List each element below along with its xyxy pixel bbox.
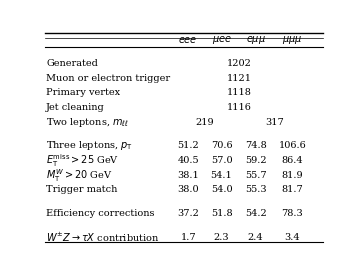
Text: 51.2: 51.2 (177, 141, 199, 150)
Text: 1202: 1202 (227, 59, 251, 68)
Text: 2.4: 2.4 (248, 233, 264, 242)
Text: 54.1: 54.1 (211, 171, 232, 180)
Text: 81.9: 81.9 (282, 171, 303, 180)
Text: 38.0: 38.0 (177, 185, 199, 194)
Text: 54.2: 54.2 (245, 209, 266, 218)
Text: 2.3: 2.3 (214, 233, 229, 242)
Text: Generated: Generated (46, 59, 98, 68)
Text: Primary vertex: Primary vertex (46, 88, 120, 97)
Text: $M_{\mathrm{T}}^{W} > 20$ GeV: $M_{\mathrm{T}}^{W} > 20$ GeV (46, 167, 113, 184)
Text: Efficiency corrections: Efficiency corrections (46, 209, 155, 218)
Text: 55.7: 55.7 (245, 171, 266, 180)
Text: 106.6: 106.6 (279, 141, 306, 150)
Text: 1.7: 1.7 (180, 233, 196, 242)
Text: 3.4: 3.4 (285, 233, 300, 242)
Text: 74.8: 74.8 (245, 141, 266, 150)
Text: 1121: 1121 (227, 74, 251, 83)
Text: Jet cleaning: Jet cleaning (46, 103, 105, 112)
Text: $W^{\pm}Z \rightarrow \tau X$ contribution: $W^{\pm}Z \rightarrow \tau X$ contributi… (46, 231, 160, 244)
Text: $E_{\mathrm{T}}^{\mathrm{miss}} > 25$ GeV: $E_{\mathrm{T}}^{\mathrm{miss}} > 25$ Ge… (46, 152, 120, 169)
Text: 40.5: 40.5 (177, 156, 199, 165)
Text: Trigger match: Trigger match (46, 185, 118, 194)
Text: Three leptons, $p_{\mathrm{T}}$: Three leptons, $p_{\mathrm{T}}$ (46, 139, 133, 152)
Text: 57.0: 57.0 (211, 156, 232, 165)
Text: 81.7: 81.7 (281, 185, 303, 194)
Text: 219: 219 (196, 118, 214, 127)
Text: $eee$: $eee$ (178, 35, 198, 45)
Text: $e\mu\mu$: $e\mu\mu$ (246, 34, 266, 46)
Text: $\mu ee$: $\mu ee$ (211, 34, 232, 46)
Text: 1116: 1116 (227, 103, 251, 112)
Text: 51.8: 51.8 (211, 209, 232, 218)
Text: Muon or electron trigger: Muon or electron trigger (46, 74, 171, 83)
Text: 55.3: 55.3 (245, 185, 266, 194)
Text: 37.2: 37.2 (177, 209, 199, 218)
Text: 317: 317 (266, 118, 284, 127)
Text: 78.3: 78.3 (281, 209, 303, 218)
Text: 38.1: 38.1 (177, 171, 199, 180)
Text: 54.0: 54.0 (211, 185, 232, 194)
Text: 1118: 1118 (227, 88, 251, 97)
Text: 59.2: 59.2 (245, 156, 266, 165)
Text: Two leptons, $m_{\ell\ell}$: Two leptons, $m_{\ell\ell}$ (46, 116, 129, 129)
Text: 86.4: 86.4 (282, 156, 303, 165)
Text: 70.6: 70.6 (211, 141, 232, 150)
Text: $\mu\mu\mu$: $\mu\mu\mu$ (282, 34, 303, 46)
